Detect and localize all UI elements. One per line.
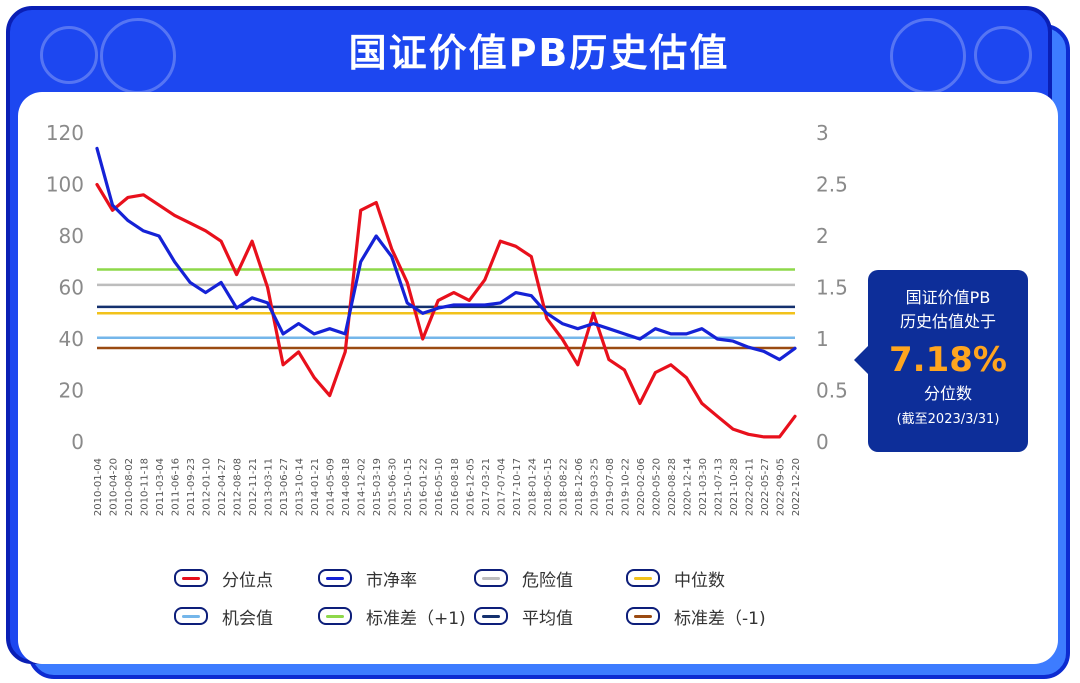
legend-label: 机会值 [222,608,273,629]
x-tick-label: 2010-11-18 [140,458,151,516]
x-tick-label: 2012-11-21 [248,458,259,516]
x-tick-label: 2020-08-28 [667,458,678,516]
x-tick-label: 2013-06-27 [279,458,290,516]
callout-line3: 分位数 [923,384,972,403]
callout-line2: 历史估值处于 [899,312,996,331]
series-line [95,182,797,439]
x-tick-label: 2016-01-22 [419,458,430,516]
x-tick-label: 2021-03-30 [698,458,709,516]
x-tick-label: 2014-08-18 [341,458,352,516]
callout-value: 7.18% [889,340,1007,380]
x-tick-label: 2015-10-15 [403,458,414,516]
x-tick-label: 2012-01-10 [202,458,213,516]
x-tick-label: 2015-03-19 [372,458,383,516]
legend-swatch [474,569,508,587]
x-tick-label: 2011-09-23 [186,458,197,516]
x-tick-label: 2017-03-21 [481,458,492,516]
legend-swatch [474,607,508,625]
x-tick-label: 2018-01-24 [527,458,538,516]
x-tick-label: 2022-05-27 [760,458,771,516]
x-tick-label: 2019-07-08 [605,458,616,516]
y-left-tick-label: 120 [46,121,84,145]
y-left-tick-label: 100 [46,173,84,197]
x-tick-label: 2010-08-02 [124,458,135,516]
y-left-tick-label: 20 [59,379,84,403]
x-tick-label: 2012-04-27 [217,458,228,516]
x-tick-label: 2011-06-16 [171,458,182,516]
legend-swatch [626,569,660,587]
x-tick-label: 2018-12-06 [574,458,585,516]
legend-swatch [174,607,208,625]
x-tick-label: 2010-01-04 [93,458,104,516]
legend-item[interactable]: 危险值 [474,566,573,591]
legend-label: 平均值 [522,608,573,629]
legend-label: 中位数 [674,570,725,591]
legend-swatch [318,569,352,587]
x-tick-label: 2022-09-05 [775,458,786,516]
x-tick-label: 2021-10-28 [729,458,740,516]
legend-item[interactable]: 中位数 [626,566,725,591]
series-line [95,146,797,362]
x-tick-label: 2014-05-09 [326,458,337,516]
y-right-tick-label: 3 [816,121,829,145]
y-left-tick-label: 0 [71,430,84,454]
legend-item[interactable]: 平均值 [474,604,573,629]
main-card: 国证价值PB历史估值 [6,6,1058,664]
x-tick-label: 2020-02-06 [636,458,647,516]
legend-swatch [174,569,208,587]
x-tick-label: 2010-04-20 [109,458,120,516]
x-tick-label: 2019-03-25 [589,458,600,516]
legend-item[interactable]: 机会值 [174,604,273,629]
x-tick-label: 2019-10-22 [620,458,631,516]
percentile-callout: 国证价值PB 历史估值处于 7.18% 分位数 (截至2023/3/31) [854,270,1028,452]
legend-label: 分位点 [222,570,273,591]
x-tick-label: 2016-05-10 [434,458,445,516]
legend-swatch [318,607,352,625]
y-left-tick-label: 40 [59,327,84,351]
x-tick-label: 2017-10-17 [512,458,523,516]
callout-line1: 国证价值PB [905,288,991,307]
legend-label: 标准差（-1) [674,608,766,629]
legend-label: 市净率 [366,570,417,591]
legend-swatch [626,607,660,625]
x-tick-label: 2020-12-14 [682,458,693,516]
x-tick-label: 2022-12-20 [791,458,802,516]
page-title: 国证价值PB历史估值 [348,31,730,75]
x-tick-label: 2016-08-18 [450,458,461,516]
x-tick-label: 2021-07-13 [713,458,724,516]
x-tick-label: 2022-02-11 [744,458,755,516]
callout-note: (截至2023/3/31) [896,412,1000,427]
x-tick-label: 2017-07-04 [496,458,507,516]
y-left-tick-label: 60 [59,276,84,300]
legend-label: 标准差（+1) [366,608,466,629]
y-right-tick-label: 0 [816,430,829,454]
legend-label: 危险值 [522,570,573,591]
x-tick-label: 2018-05-15 [543,458,554,516]
x-tick-label: 2011-03-04 [155,458,166,516]
legend-item[interactable]: 分位点 [174,566,273,591]
x-tick-label: 2013-03-11 [264,458,275,516]
x-tick-label: 2012-08-08 [233,458,244,516]
y-right-tick-label: 2 [816,224,829,248]
y-right-tick-label: 0.5 [816,379,848,403]
x-tick-label: 2018-08-22 [558,458,569,516]
x-tick-label: 2020-05-20 [651,458,662,516]
y-right-tick-label: 2.5 [816,173,848,197]
legend-item[interactable]: 市净率 [318,566,417,591]
legend-item[interactable]: 标准差（-1) [626,604,766,629]
x-tick-label: 2014-12-02 [357,458,368,516]
y-left-tick-label: 80 [59,224,84,248]
x-tick-label: 2013-10-14 [295,458,306,516]
y-right-tick-label: 1 [816,327,829,351]
x-tick-label: 2015-06-30 [388,458,399,516]
legend-item[interactable]: 标准差（+1) [318,604,466,629]
x-tick-label: 2014-01-21 [310,458,321,516]
x-tick-label: 2016-12-05 [465,458,476,516]
y-right-tick-label: 1.5 [816,276,848,300]
